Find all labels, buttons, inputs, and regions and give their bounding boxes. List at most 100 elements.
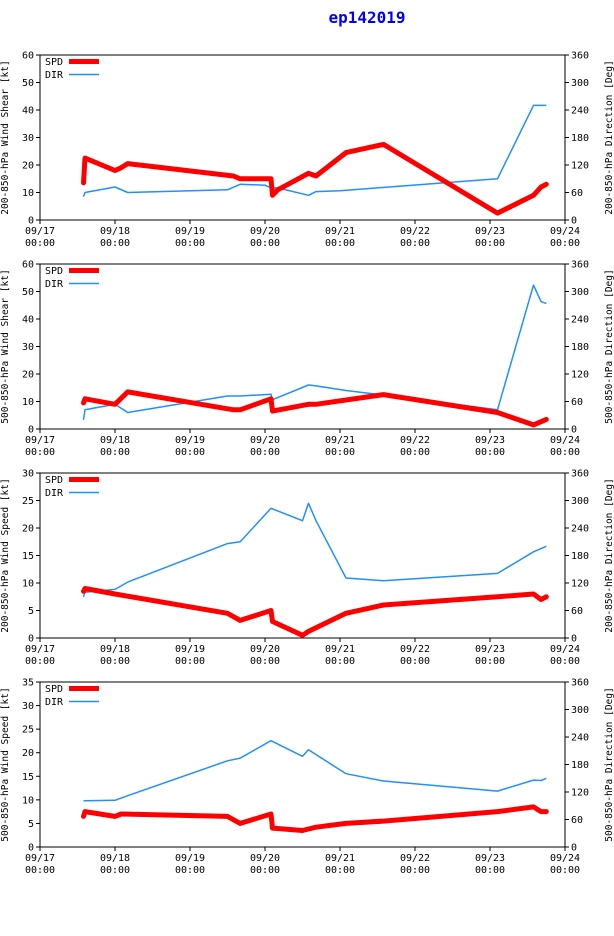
panel-4-x-tick-time: 00:00 (475, 865, 505, 876)
panel-4-legend-dir-label: DIR (45, 697, 64, 708)
panel-4-x-tick-date: 09/17 (25, 853, 55, 864)
panel-1-right-tick-label: 360 (571, 51, 589, 62)
panel-4-x-tick-date: 09/20 (250, 853, 280, 864)
panel-4-x-tick-time: 00:00 (100, 865, 130, 876)
panel-2-x-tick-date: 09/21 (325, 435, 355, 446)
panel-2-x-tick-time: 00:00 (475, 447, 505, 458)
panel-2-right-tick-label: 120 (571, 370, 589, 381)
panel-1-x-tick-date: 09/21 (325, 226, 355, 237)
panel-1-left-tick-label: 30 (22, 133, 34, 144)
panel-2-x-tick-date: 09/18 (100, 435, 130, 446)
panel-1-dir-series-line (82, 104, 547, 197)
panel-3-x-tick-date: 09/18 (100, 644, 130, 655)
panel-3-x-tick-time: 00:00 (475, 656, 505, 667)
panel-2-left-tick-label: 40 (22, 315, 34, 326)
panel-2-right-tick-label: 0 (571, 425, 577, 436)
panel-1-left-tick-label: 10 (22, 188, 34, 199)
panel-4-x-tick-date: 09/22 (400, 853, 430, 864)
panel-4-left-tick-label: 35 (22, 678, 34, 689)
panel-2-x-tick-time: 00:00 (325, 447, 355, 458)
panel-1-right-tick-label: 120 (571, 161, 589, 172)
panel-1-x-tick-time: 00:00 (175, 238, 205, 249)
panel-3-right-axis-title: 200-850-hPa Direction [Deg] (604, 478, 614, 632)
panel-2-dir-series-line (82, 284, 547, 420)
panel-2-x-tick-date: 09/23 (475, 435, 505, 446)
panel-3-right-tick-label: 0 (571, 634, 577, 645)
panel-3-plot-frame (39, 472, 566, 639)
panel-4-plot-frame (39, 681, 566, 848)
panel-1-left-tick-label: 20 (22, 161, 34, 172)
panel-2-right-tick-label: 300 (571, 287, 589, 298)
panel-1-x-tick-date: 09/17 (25, 226, 55, 237)
panel-3-x-tick-date: 09/21 (325, 644, 355, 655)
panel-3-x-tick-date: 09/17 (25, 644, 55, 655)
panel-4-right-tick-label: 360 (571, 678, 589, 689)
panel-1-left-tick-label: 0 (28, 216, 34, 227)
panel-2-x-tick-date: 09/20 (250, 435, 280, 446)
panel-4-right-tick-label: 240 (571, 733, 589, 744)
panel-1-legend-dir-label: DIR (45, 70, 64, 81)
panel-1-spd-series-line (81, 141, 549, 216)
panel-3-x-tick-time: 00:00 (550, 656, 580, 667)
panel-2-left-tick-label: 60 (22, 260, 34, 271)
panel-4-left-tick-label: 5 (28, 819, 34, 830)
panel-2-x-tick-time: 00:00 (250, 447, 280, 458)
panel-3-left-tick-label: 0 (28, 634, 34, 645)
panel-3-left-tick-label: 5 (28, 606, 34, 617)
panel-4-x-tick-time: 00:00 (550, 865, 580, 876)
panel-2-x-tick-time: 00:00 (25, 447, 55, 458)
panel-1-x-tick-time: 00:00 (400, 238, 430, 249)
panel-4-x-tick-date: 09/19 (175, 853, 205, 864)
chart-title: ep142019 (328, 8, 406, 27)
panel-2-left-tick-label: 10 (22, 397, 34, 408)
panel-2-legend-dir-label: DIR (45, 279, 64, 290)
panel-3-left-tick-label: 20 (22, 524, 34, 535)
panel-4-legend-spd-label: SPD (45, 684, 63, 695)
panel-3-right-tick-label: 60 (571, 606, 583, 617)
panel-1-x-tick-date: 09/24 (550, 226, 580, 237)
panel-3-legend-spd-label: SPD (45, 475, 63, 486)
panel-3-x-tick-time: 00:00 (25, 656, 55, 667)
panel-2-left-tick-label: 0 (28, 425, 34, 436)
panel-3-x-tick-time: 00:00 (100, 656, 130, 667)
panel-3-left-tick-label: 10 (22, 579, 34, 590)
panel-3-left-tick-label: 25 (22, 496, 34, 507)
panel-2-x-tick-date: 09/17 (25, 435, 55, 446)
panel-3-legend-dir-label: DIR (45, 488, 64, 499)
panel-1-x-tick-time: 00:00 (250, 238, 280, 249)
panel-3-x-tick-date: 09/23 (475, 644, 505, 655)
panel-1-x-tick-date: 09/18 (100, 226, 130, 237)
panel-3-left-axis-title: 200-850-hPa Wind Speed [kt] (0, 478, 11, 632)
panel-4-x-tick-date: 09/23 (475, 853, 505, 864)
panel-2-spd-series-line (81, 389, 549, 428)
panel-4-right-tick-label: 0 (571, 843, 577, 854)
panel-4-x-tick-time: 00:00 (250, 865, 280, 876)
panel-2-x-tick-time: 00:00 (100, 447, 130, 458)
panel-3-x-tick-date: 09/24 (550, 644, 580, 655)
panel-4-x-tick-date: 09/24 (550, 853, 580, 864)
panel-2-legend-spd-label: SPD (45, 266, 63, 277)
panel-1-right-axis-title: 200-850-hPa Direction [Deg] (604, 60, 614, 214)
panel-4-x-tick-time: 00:00 (325, 865, 355, 876)
panel-3-x-tick-date: 09/20 (250, 644, 280, 655)
panel-4-left-tick-label: 20 (22, 748, 34, 759)
panel-3-right-tick-label: 240 (571, 524, 589, 535)
panel-1-legend-spd-label: SPD (45, 57, 63, 68)
panel-1-right-tick-label: 60 (571, 188, 583, 199)
panel-4-left-tick-label: 25 (22, 725, 34, 736)
panel-3-x-tick-date: 09/22 (400, 644, 430, 655)
panel-4-right-tick-label: 180 (571, 760, 589, 771)
panel-1-right-tick-label: 300 (571, 78, 589, 89)
panel-4-left-tick-label: 10 (22, 795, 34, 806)
panel-4-right-tick-label: 300 (571, 705, 589, 716)
panel-4-x-tick-time: 00:00 (400, 865, 430, 876)
panel-4-dir-series-line (83, 739, 547, 802)
panel-3-left-tick-label: 15 (22, 551, 34, 562)
panel-4-x-tick-time: 00:00 (175, 865, 205, 876)
panel-2-x-tick-time: 00:00 (400, 447, 430, 458)
panel-3-right-tick-label: 300 (571, 496, 589, 507)
panel-3-x-tick-date: 09/19 (175, 644, 205, 655)
panel-2-right-tick-label: 360 (571, 260, 589, 271)
panel-3-dir-series-line (82, 502, 547, 598)
